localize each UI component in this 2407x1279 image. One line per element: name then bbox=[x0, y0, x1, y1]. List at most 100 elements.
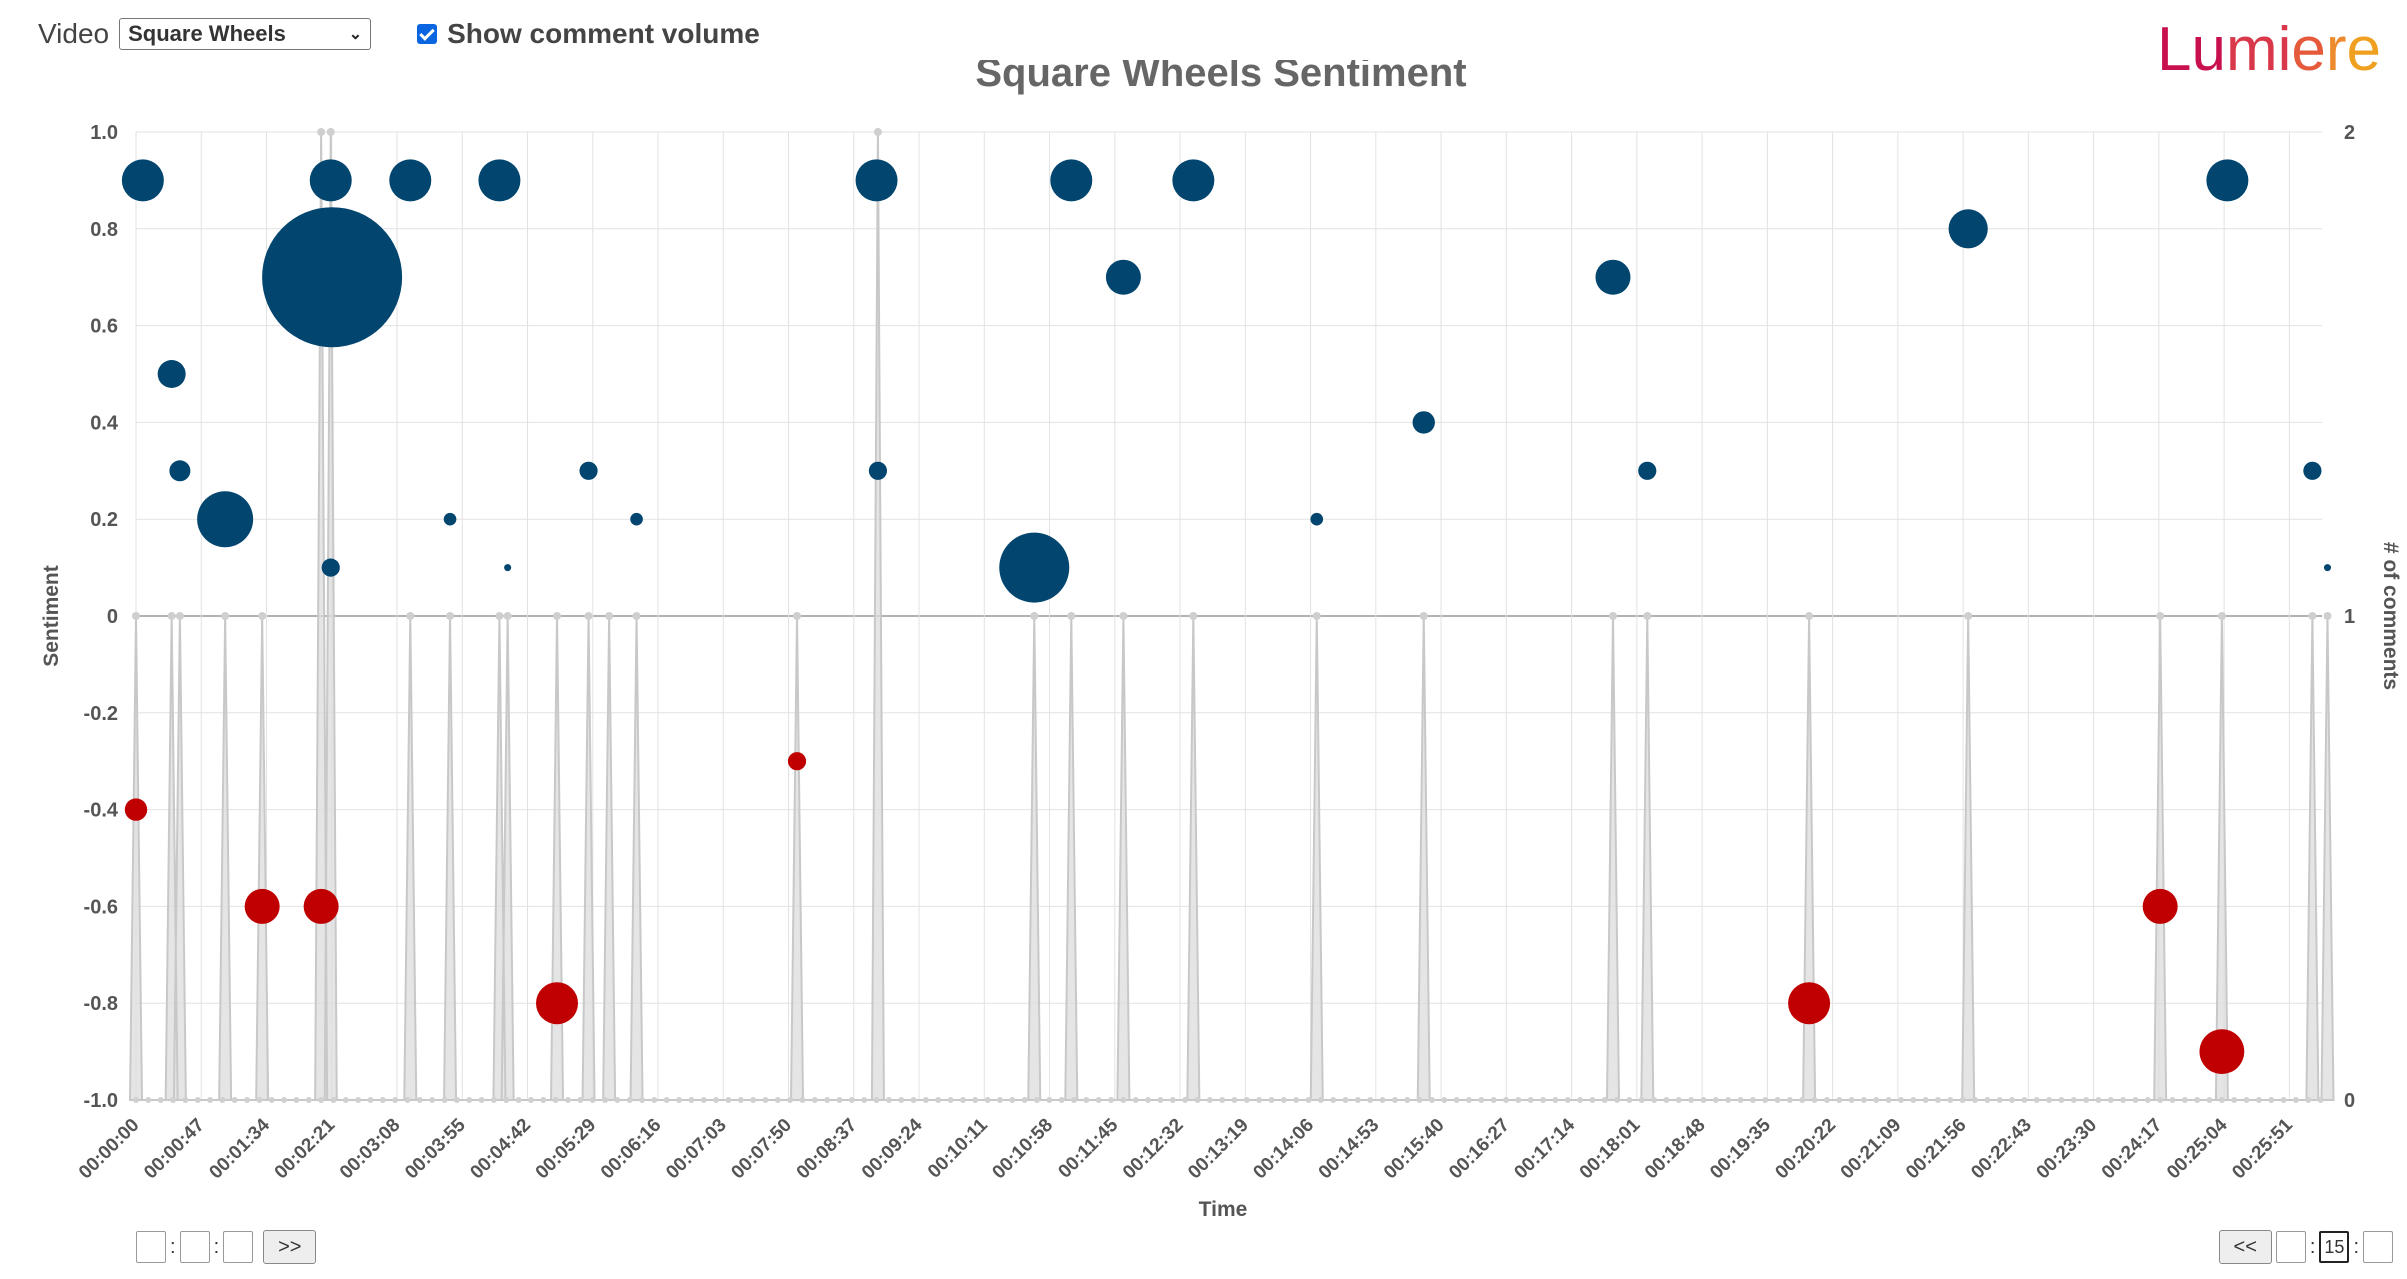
volume-baseline-marker bbox=[2021, 1097, 2028, 1103]
positive-comment-point bbox=[1105, 259, 1141, 295]
checkbox-checked-icon[interactable] bbox=[417, 24, 438, 44]
volume-baseline-marker bbox=[1860, 1097, 1867, 1103]
volume-baseline-marker bbox=[1972, 1097, 1979, 1103]
positive-comment-point bbox=[1948, 209, 1988, 249]
y2-tick-label: 0 bbox=[2344, 1090, 2355, 1112]
volume-baseline-marker bbox=[750, 1097, 757, 1103]
volume-baseline-marker bbox=[639, 1097, 646, 1103]
y-axis-label: Sentiment bbox=[40, 565, 63, 667]
volume-baseline-marker bbox=[1601, 1097, 1608, 1103]
volume-baseline-marker bbox=[2169, 1097, 2176, 1103]
minutes-field-right[interactable]: 15 bbox=[2319, 1231, 2350, 1263]
volume-baseline-marker bbox=[1947, 1097, 1954, 1103]
seconds-field[interactable] bbox=[223, 1231, 254, 1263]
forward-button[interactable]: >> bbox=[263, 1230, 317, 1264]
volume-baseline-marker bbox=[1194, 1097, 1201, 1103]
volume-baseline-marker bbox=[935, 1097, 942, 1103]
volume-baseline-marker bbox=[1330, 1097, 1337, 1103]
volume-baseline-marker bbox=[2132, 1097, 2139, 1103]
volume-baseline-marker bbox=[1490, 1097, 1497, 1103]
volume-baseline-marker bbox=[688, 1097, 695, 1103]
volume-baseline-marker bbox=[1046, 1097, 1053, 1103]
volume-baseline-marker bbox=[416, 1097, 423, 1103]
volume-baseline-marker bbox=[466, 1097, 473, 1103]
positive-comment-point bbox=[868, 461, 888, 480]
volume-baseline-marker bbox=[207, 1097, 214, 1103]
volume-baseline-marker bbox=[330, 1097, 337, 1103]
volume-baseline-marker bbox=[1354, 1097, 1361, 1103]
y-tick-label: 0.8 bbox=[90, 219, 118, 241]
volume-baseline-marker bbox=[1416, 1097, 1423, 1103]
volume-baseline-marker bbox=[170, 1097, 177, 1103]
show-volume-toggle[interactable]: Show comment volume bbox=[417, 18, 760, 50]
positive-comment-point bbox=[1310, 512, 1324, 526]
seconds-field-right[interactable] bbox=[2363, 1231, 2393, 1263]
volume-baseline-marker bbox=[1663, 1097, 1670, 1103]
positive-comment-point bbox=[309, 159, 352, 202]
volume-baseline-marker bbox=[2218, 1097, 2225, 1103]
volume-baseline-marker bbox=[231, 1097, 238, 1103]
volume-marker bbox=[584, 612, 593, 620]
volume-baseline-marker bbox=[1231, 1097, 1238, 1103]
x-tick-label: 00:01:34 bbox=[205, 1114, 274, 1183]
volume-baseline-marker bbox=[1083, 1097, 1090, 1103]
volume-baseline-marker bbox=[1700, 1097, 1707, 1103]
volume-baseline-marker bbox=[1243, 1097, 1250, 1103]
positive-comment-point bbox=[321, 558, 340, 577]
volume-baseline-marker bbox=[503, 1097, 510, 1103]
x-tick-label: 00:00:47 bbox=[140, 1115, 209, 1184]
logo: Lumiere bbox=[2156, 15, 2381, 84]
volume-marker bbox=[1030, 612, 1039, 620]
volume-baseline-marker bbox=[429, 1097, 436, 1103]
volume-baseline-marker bbox=[194, 1097, 201, 1103]
volume-baseline-marker bbox=[342, 1097, 349, 1103]
volume-baseline-marker bbox=[1527, 1097, 1534, 1103]
y-tick-label: 0.4 bbox=[90, 412, 119, 434]
volume-baseline-marker bbox=[947, 1097, 954, 1103]
x-tick-label: 00:19:35 bbox=[1706, 1114, 1775, 1183]
x-tick-label: 00:16:27 bbox=[1445, 1115, 1514, 1184]
volume-marker bbox=[167, 612, 176, 620]
volume-marker bbox=[793, 612, 802, 620]
x-tick-label: 00:20:22 bbox=[1771, 1115, 1840, 1184]
positive-comment-point bbox=[630, 512, 643, 526]
volume-baseline-marker bbox=[133, 1097, 139, 1103]
x-tick-label: 00:07:03 bbox=[662, 1115, 731, 1184]
volume-baseline-marker bbox=[1280, 1097, 1287, 1103]
hours-field[interactable] bbox=[136, 1231, 166, 1263]
volume-marker bbox=[1419, 612, 1428, 620]
volume-baseline-marker bbox=[1737, 1097, 1744, 1103]
video-select-value: Square Wheels bbox=[128, 21, 286, 46]
volume-baseline-marker bbox=[2157, 1097, 2164, 1103]
positive-comment-point bbox=[1595, 259, 1631, 295]
volume-baseline-marker bbox=[1132, 1097, 1139, 1103]
x-tick-label: 00:00:00 bbox=[75, 1115, 144, 1184]
minutes-field[interactable] bbox=[179, 1231, 210, 1263]
volume-marker bbox=[1643, 612, 1652, 620]
volume-baseline-marker bbox=[848, 1097, 855, 1103]
x-tick-label: 00:25:04 bbox=[2163, 1114, 2232, 1183]
x-tick-label: 00:25:51 bbox=[2228, 1114, 2297, 1183]
volume-baseline-marker bbox=[1626, 1097, 1633, 1103]
x-tick-label: 00:18:48 bbox=[1641, 1115, 1710, 1184]
volume-baseline-marker bbox=[1342, 1097, 1349, 1103]
volume-marker bbox=[175, 612, 184, 620]
volume-baseline-marker bbox=[1823, 1097, 1830, 1103]
volume-baseline-marker bbox=[725, 1097, 732, 1103]
volume-marker bbox=[221, 612, 230, 620]
back-button[interactable]: << bbox=[2218, 1230, 2272, 1264]
volume-baseline-marker bbox=[1305, 1097, 1312, 1103]
video-select[interactable]: Square Wheels ⌄ bbox=[119, 18, 372, 50]
volume-baseline-marker bbox=[1922, 1097, 1929, 1103]
volume-baseline-marker bbox=[1182, 1097, 1189, 1103]
positive-comment-point bbox=[999, 532, 1070, 603]
x-tick-label: 00:14:53 bbox=[1315, 1115, 1384, 1184]
volume-baseline-marker bbox=[885, 1097, 892, 1103]
volume-baseline-marker bbox=[1712, 1097, 1719, 1103]
volume-baseline-marker bbox=[1786, 1097, 1793, 1103]
x-tick-label: 00:18:01 bbox=[1576, 1114, 1645, 1183]
hours-field-right[interactable] bbox=[2275, 1231, 2306, 1263]
volume-baseline-marker bbox=[1206, 1097, 1213, 1103]
x-tick-label: 00:17:14 bbox=[1510, 1114, 1579, 1183]
x-tick-label: 00:23:30 bbox=[2033, 1115, 2102, 1184]
